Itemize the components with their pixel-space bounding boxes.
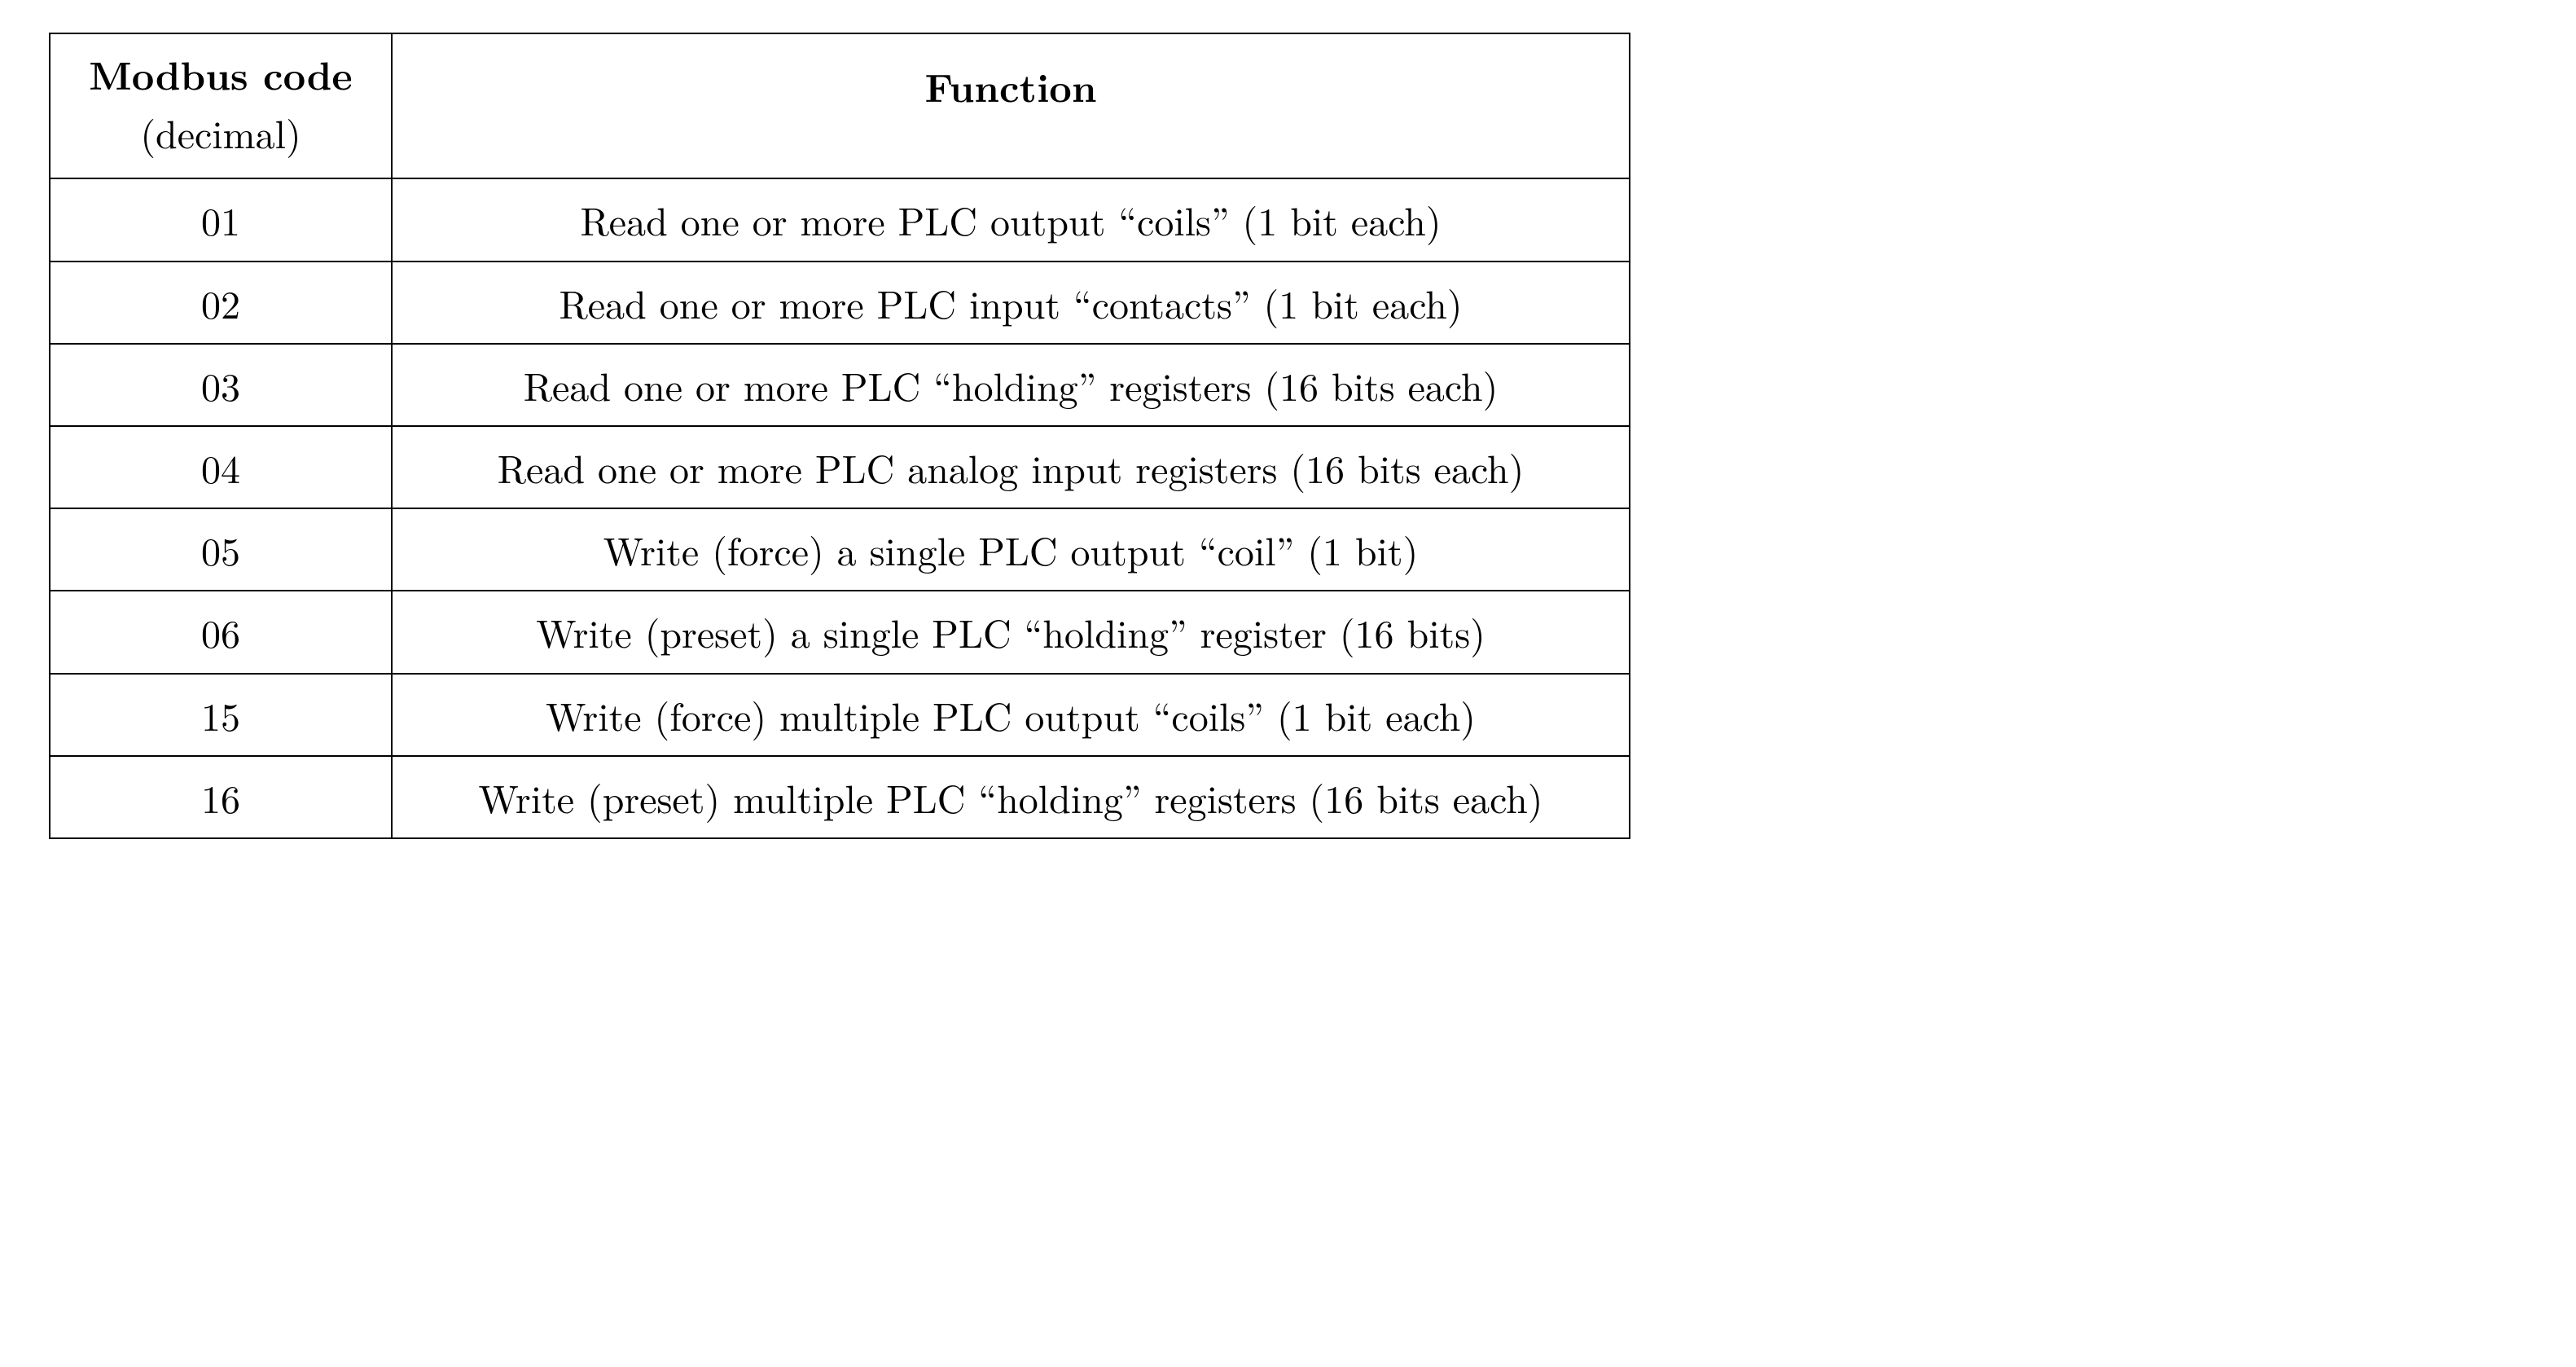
cell-function: Read one or more PLC “holding” registers… xyxy=(392,344,1630,426)
table-row: 05 Write (force) a single PLC output “co… xyxy=(50,508,1630,591)
table-row: 15 Write (force) multiple PLC output “co… xyxy=(50,674,1630,756)
table-body: 01 Read one or more PLC output “coils” (… xyxy=(50,178,1630,838)
table-row: 01 Read one or more PLC output “coils” (… xyxy=(50,178,1630,261)
table-row: 04 Read one or more PLC analog input reg… xyxy=(50,426,1630,508)
table-header-row: Modbus code (decimal) Function xyxy=(50,33,1630,178)
column-header-function-title: Function xyxy=(393,46,1629,166)
cell-function: Write (force) multiple PLC output “coils… xyxy=(392,674,1630,756)
cell-code: 06 xyxy=(50,591,392,673)
cell-function: Write (preset) a single PLC “holding” re… xyxy=(392,591,1630,673)
cell-function: Read one or more PLC output “coils” (1 b… xyxy=(392,178,1630,261)
page: Modbus code (decimal) Function 01 Read o… xyxy=(0,0,2576,872)
modbus-function-codes-table: Modbus code (decimal) Function 01 Read o… xyxy=(49,33,1630,839)
cell-function: Write (force) a single PLC output “coil”… xyxy=(392,508,1630,591)
cell-code: 15 xyxy=(50,674,392,756)
table-row: 03 Read one or more PLC “holding” regist… xyxy=(50,344,1630,426)
column-header-modbus-code-subtitle: (decimal) xyxy=(50,103,391,178)
cell-function: Write (preset) multiple PLC “holding” re… xyxy=(392,756,1630,838)
cell-code: 05 xyxy=(50,508,392,591)
cell-code: 02 xyxy=(50,262,392,344)
column-header-function: Function xyxy=(392,33,1630,178)
cell-function: Read one or more PLC input “contacts” (1… xyxy=(392,262,1630,344)
cell-code: 03 xyxy=(50,344,392,426)
table-row: 16 Write (preset) multiple PLC “holding”… xyxy=(50,756,1630,838)
cell-function: Read one or more PLC analog input regist… xyxy=(392,426,1630,508)
table-header: Modbus code (decimal) Function xyxy=(50,33,1630,178)
cell-code: 16 xyxy=(50,756,392,838)
column-header-modbus-code-title: Modbus code xyxy=(50,34,391,103)
cell-code: 04 xyxy=(50,426,392,508)
table-row: 02 Read one or more PLC input “contacts”… xyxy=(50,262,1630,344)
cell-code: 01 xyxy=(50,178,392,261)
column-header-modbus-code: Modbus code (decimal) xyxy=(50,33,392,178)
table-row: 06 Write (preset) a single PLC “holding”… xyxy=(50,591,1630,673)
